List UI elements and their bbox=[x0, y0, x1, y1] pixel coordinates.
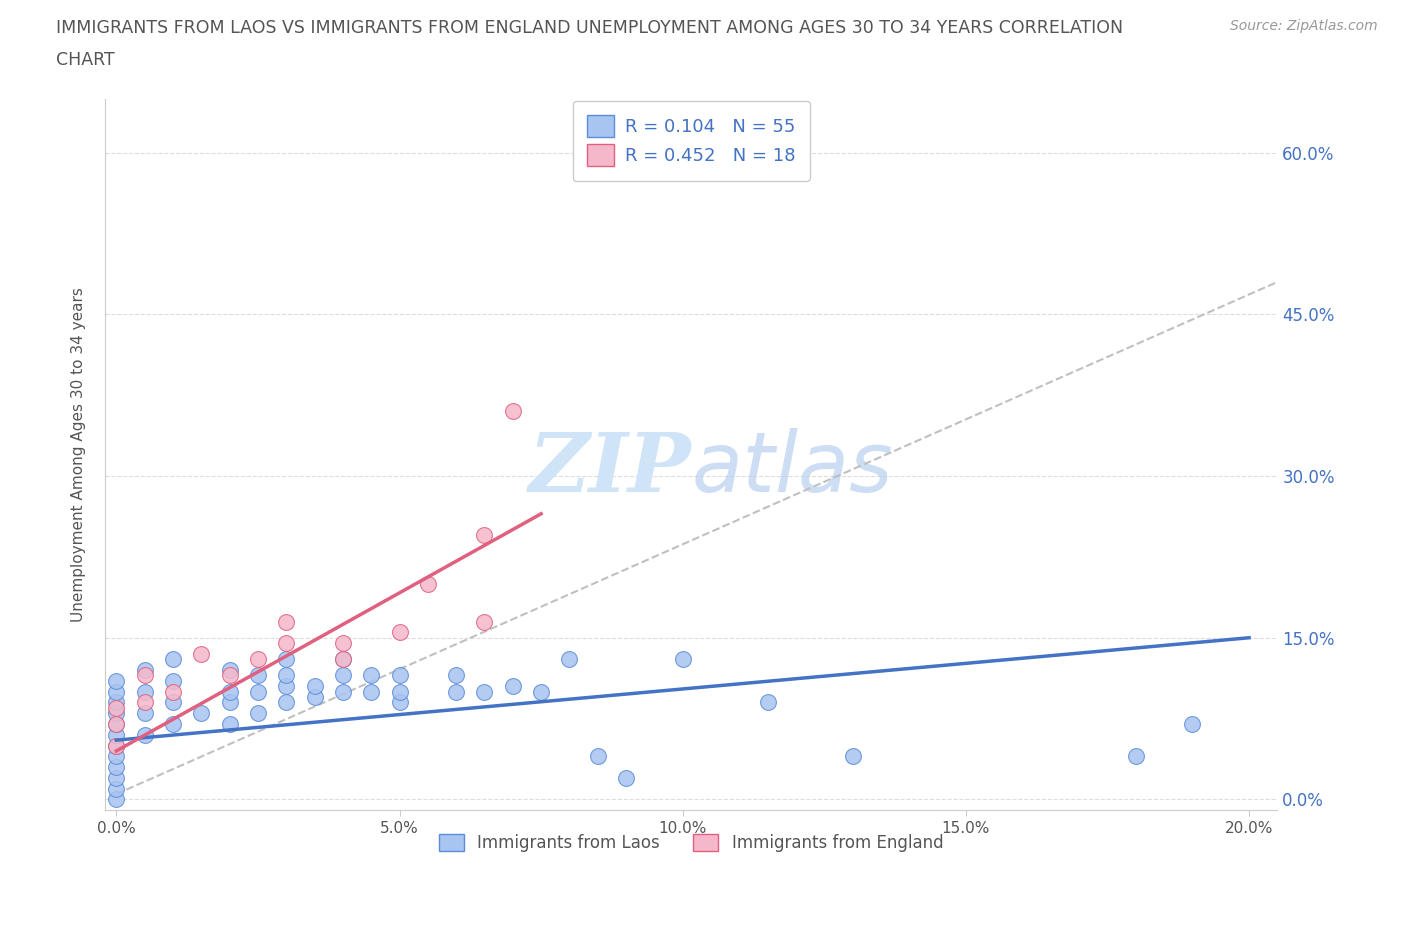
Point bbox=[276, 668, 298, 683]
Point bbox=[332, 652, 354, 667]
Point bbox=[162, 684, 184, 699]
Point bbox=[474, 528, 496, 543]
Text: ZIP: ZIP bbox=[529, 429, 692, 509]
Point bbox=[502, 679, 524, 694]
Point bbox=[134, 706, 156, 721]
Y-axis label: Unemployment Among Ages 30 to 34 years: Unemployment Among Ages 30 to 34 years bbox=[72, 287, 86, 622]
Point bbox=[276, 614, 298, 629]
Point bbox=[134, 668, 156, 683]
Point bbox=[162, 673, 184, 688]
Point bbox=[388, 695, 411, 710]
Point bbox=[304, 690, 326, 705]
Point bbox=[360, 668, 382, 683]
Point bbox=[246, 684, 269, 699]
Point bbox=[162, 716, 184, 731]
Point bbox=[105, 760, 128, 775]
Point bbox=[134, 684, 156, 699]
Point bbox=[332, 668, 354, 683]
Point bbox=[105, 738, 128, 753]
Point bbox=[246, 706, 269, 721]
Point bbox=[105, 716, 128, 731]
Legend: Immigrants from Laos, Immigrants from England: Immigrants from Laos, Immigrants from En… bbox=[432, 828, 950, 858]
Point bbox=[276, 695, 298, 710]
Point bbox=[162, 652, 184, 667]
Point bbox=[614, 770, 637, 785]
Point bbox=[332, 652, 354, 667]
Point bbox=[416, 577, 439, 591]
Point bbox=[332, 636, 354, 651]
Point bbox=[218, 663, 240, 678]
Point bbox=[586, 749, 609, 764]
Point bbox=[105, 727, 128, 742]
Point bbox=[162, 695, 184, 710]
Point bbox=[276, 679, 298, 694]
Point bbox=[388, 684, 411, 699]
Text: Source: ZipAtlas.com: Source: ZipAtlas.com bbox=[1230, 19, 1378, 33]
Point bbox=[134, 663, 156, 678]
Point bbox=[1125, 749, 1147, 764]
Point bbox=[276, 652, 298, 667]
Point bbox=[105, 792, 128, 807]
Point bbox=[218, 668, 240, 683]
Point bbox=[246, 652, 269, 667]
Point bbox=[105, 706, 128, 721]
Point bbox=[388, 625, 411, 640]
Point bbox=[444, 668, 467, 683]
Point bbox=[276, 636, 298, 651]
Point bbox=[105, 684, 128, 699]
Point bbox=[474, 614, 496, 629]
Point bbox=[105, 738, 128, 753]
Point bbox=[105, 716, 128, 731]
Point bbox=[105, 695, 128, 710]
Point bbox=[530, 684, 553, 699]
Point bbox=[502, 404, 524, 418]
Point bbox=[360, 684, 382, 699]
Point bbox=[246, 668, 269, 683]
Point bbox=[218, 716, 240, 731]
Point bbox=[558, 652, 581, 667]
Point bbox=[105, 781, 128, 796]
Point bbox=[841, 749, 863, 764]
Point bbox=[218, 684, 240, 699]
Point bbox=[1181, 716, 1204, 731]
Point bbox=[105, 770, 128, 785]
Point bbox=[134, 695, 156, 710]
Point bbox=[218, 695, 240, 710]
Text: atlas: atlas bbox=[692, 428, 893, 510]
Point bbox=[190, 646, 212, 661]
Text: CHART: CHART bbox=[56, 51, 115, 69]
Point bbox=[105, 700, 128, 715]
Point bbox=[190, 706, 212, 721]
Point bbox=[332, 684, 354, 699]
Point bbox=[388, 668, 411, 683]
Point bbox=[756, 695, 779, 710]
Point bbox=[444, 684, 467, 699]
Point bbox=[134, 727, 156, 742]
Text: IMMIGRANTS FROM LAOS VS IMMIGRANTS FROM ENGLAND UNEMPLOYMENT AMONG AGES 30 TO 34: IMMIGRANTS FROM LAOS VS IMMIGRANTS FROM … bbox=[56, 19, 1123, 36]
Point bbox=[474, 684, 496, 699]
Point bbox=[105, 673, 128, 688]
Point bbox=[304, 679, 326, 694]
Point bbox=[672, 652, 695, 667]
Point bbox=[105, 749, 128, 764]
